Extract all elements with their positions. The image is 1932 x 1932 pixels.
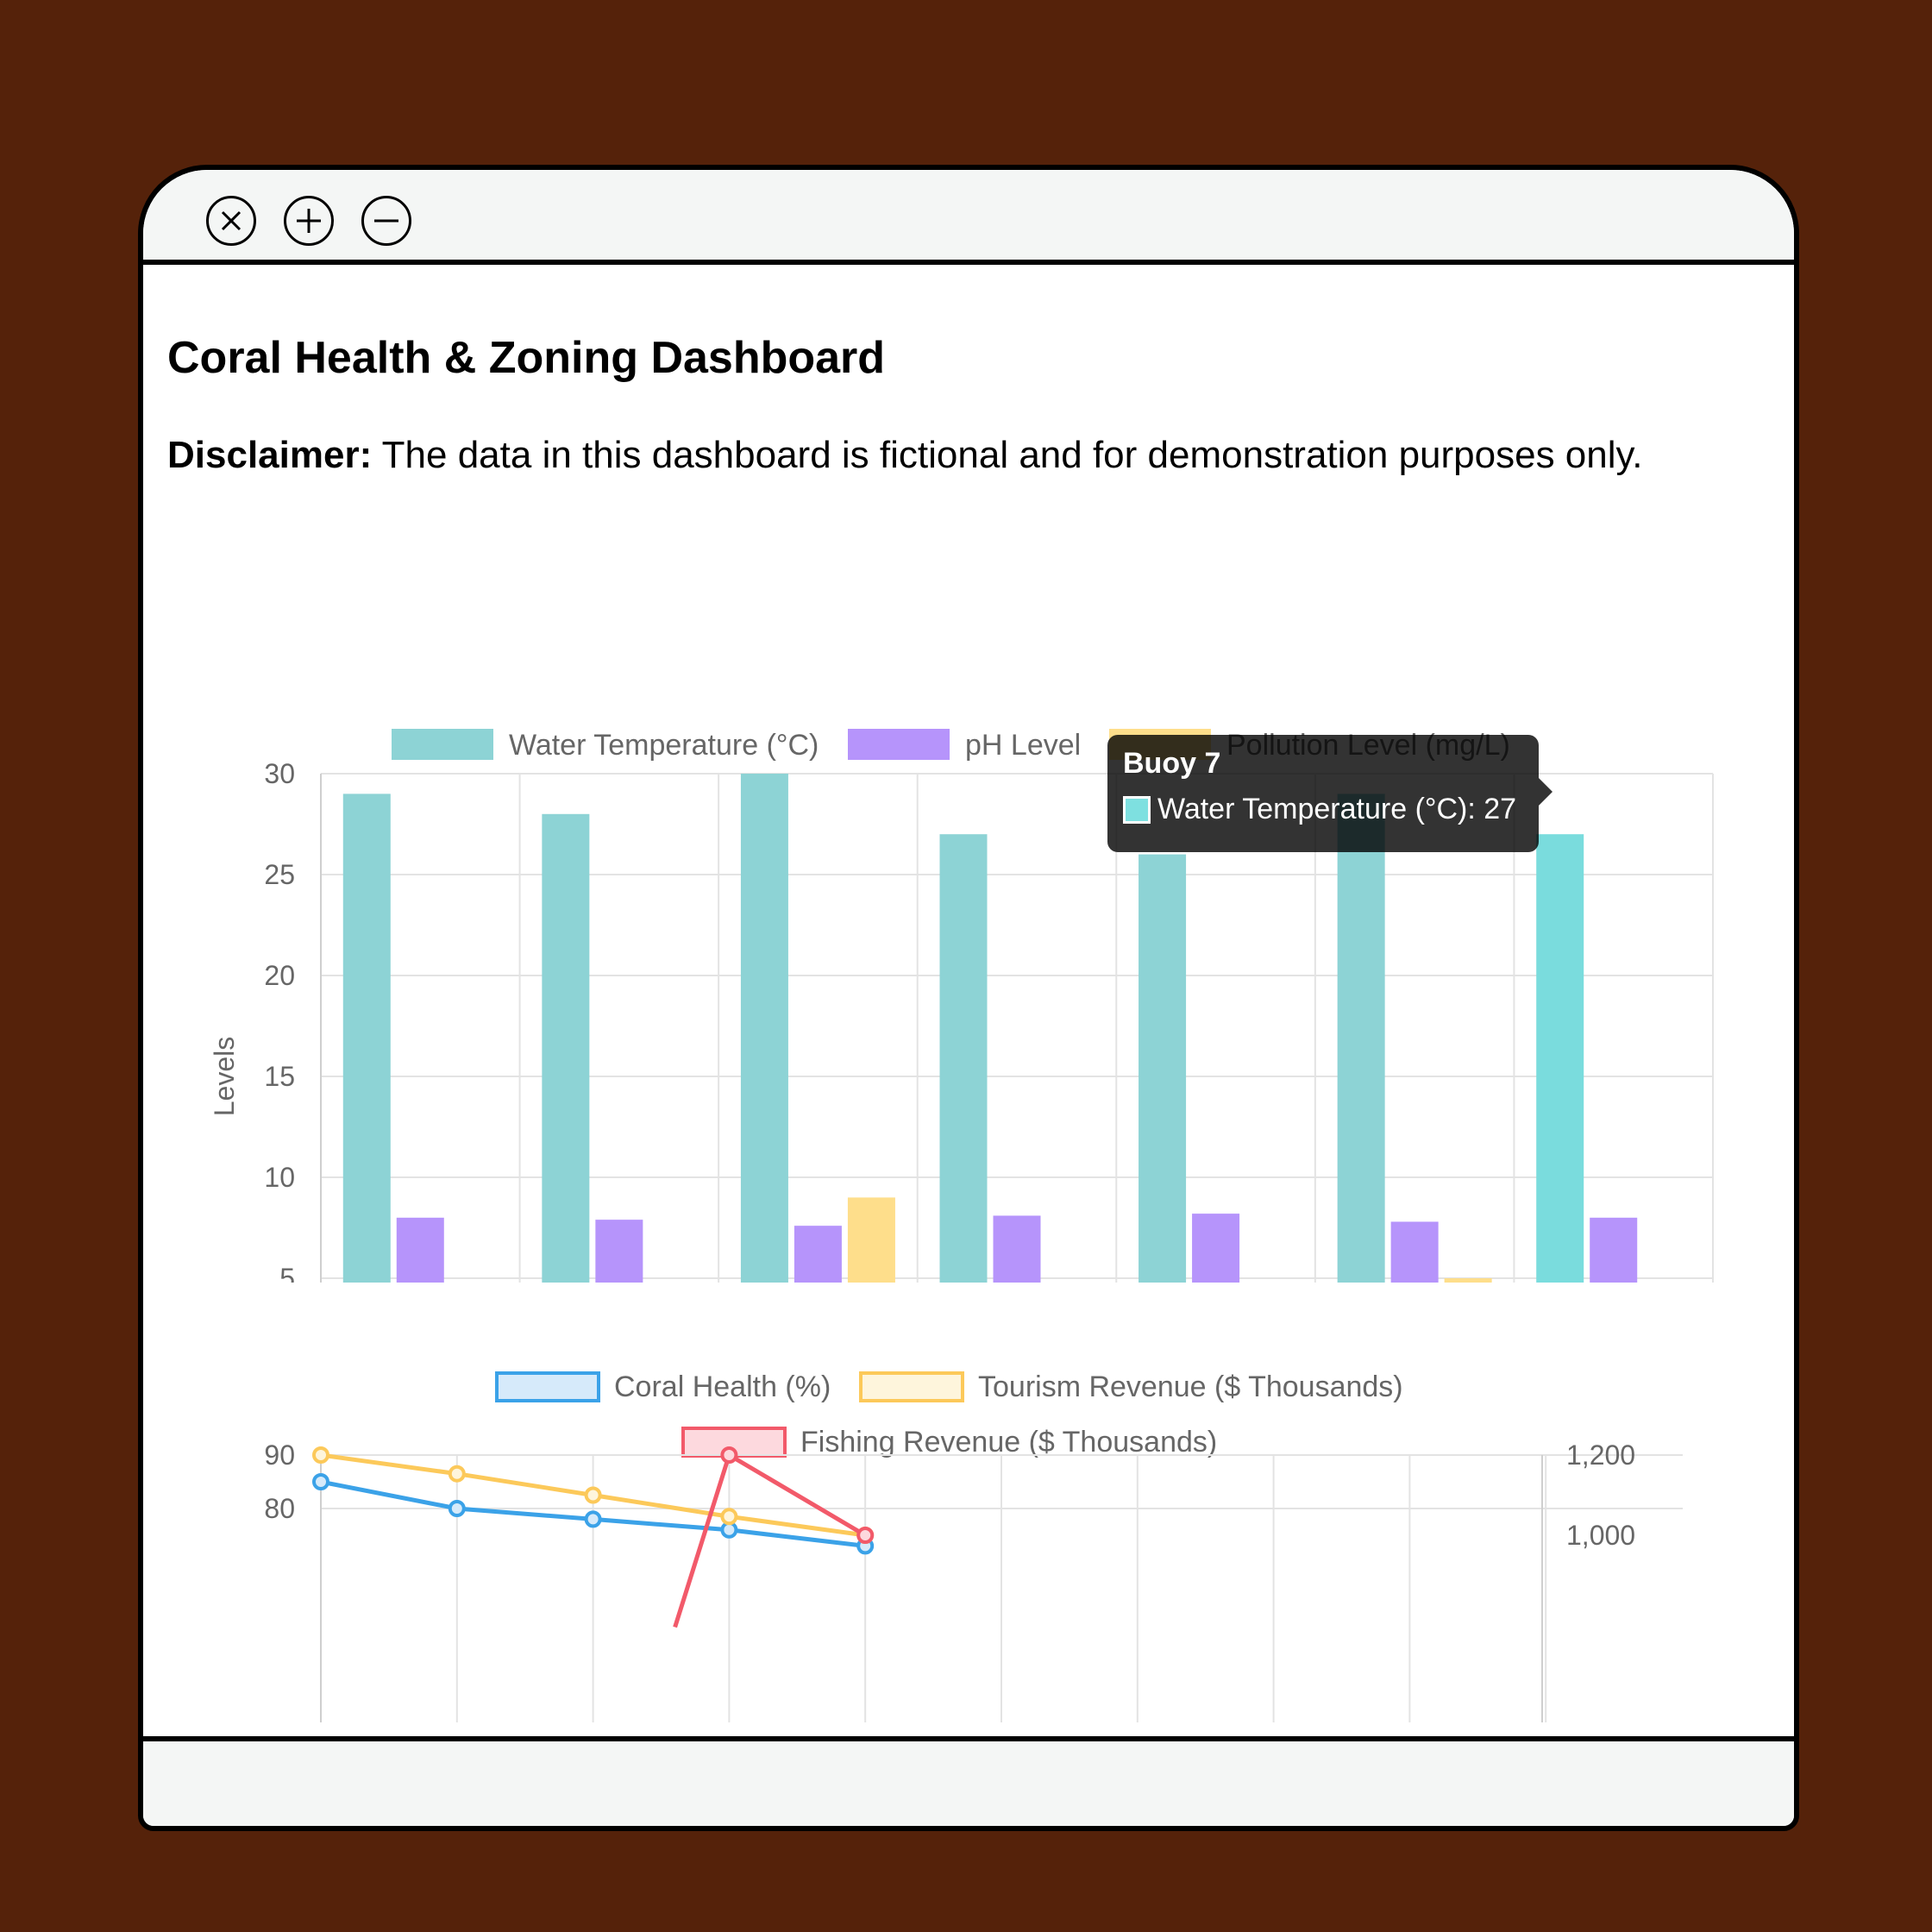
y-tick-label: 10 (264, 1162, 295, 1193)
bar (993, 1215, 1041, 1283)
disclaimer-label: Disclaimer: (167, 434, 373, 476)
disclaimer: Disclaimer: The data in this dashboard i… (167, 434, 1642, 477)
y-tick-label: 20 (264, 960, 295, 991)
data-point (312, 1446, 329, 1464)
y-tick-label: 80 (264, 1493, 295, 1524)
bar (1536, 834, 1584, 1283)
legend-label: Coral Health (%) (614, 1371, 831, 1403)
data-point (720, 1508, 738, 1526)
tooltip-title: Buoy 7 (1123, 747, 1221, 780)
legend-swatch (859, 1371, 964, 1402)
legend-swatch (848, 729, 950, 760)
bar (1337, 794, 1385, 1283)
tooltip-row: Water Temperature (°C): 27 (1123, 793, 1523, 826)
coral-revenue-line-chart: Coral Health (%) Tourism Revenue ($ Thous… (264, 1371, 1683, 1722)
minimize-button[interactable] (361, 196, 411, 246)
y-tick-label: 25 (264, 859, 295, 890)
disclaimer-text: The data in this dashboard is fictional … (372, 434, 1643, 476)
legend-label: Tourism Revenue ($ Thousands) (978, 1371, 1403, 1403)
maximize-button[interactable] (284, 196, 334, 246)
legend-swatch (392, 729, 493, 760)
close-button[interactable] (206, 196, 256, 246)
data-point (856, 1527, 875, 1544)
plus-icon (297, 209, 321, 233)
bar (847, 1197, 895, 1283)
bar (740, 774, 788, 1283)
y-tick-label: 90 (264, 1440, 295, 1471)
close-icon (221, 210, 242, 231)
bar (939, 834, 988, 1283)
y-axis-label: Levels (209, 1037, 240, 1117)
bar (1390, 1221, 1439, 1283)
y-tick-label: 5 (279, 1263, 295, 1283)
legend-label: Water Temperature (°C) (509, 729, 819, 762)
tooltip-swatch (1123, 795, 1151, 824)
right-y-tick-label: 1,200 (1566, 1440, 1635, 1471)
minus-icon (374, 219, 398, 223)
legend-swatch (495, 1371, 600, 1402)
bar (1590, 1217, 1638, 1283)
legend-label: pH Level (965, 729, 1081, 762)
bar (396, 1217, 444, 1283)
page-title: Coral Health & Zoning Dashboard (167, 333, 886, 383)
right-y-tick-label: 1,000 (1566, 1520, 1635, 1551)
data-point (584, 1510, 602, 1528)
bar (794, 1226, 842, 1283)
bar (1138, 854, 1187, 1283)
tooltip-label: Water Temperature (°C): 27 (1157, 793, 1517, 825)
data-point (584, 1486, 602, 1504)
title-bar (143, 170, 1794, 265)
browser-window: Coral Health & Zoning Dashboard Disclaim… (138, 165, 1799, 1831)
chart-tooltip: Buoy 7 Water Temperature (°C): 27 (1107, 735, 1552, 852)
page-content: Coral Health & Zoning Dashboard Disclaim… (143, 265, 1794, 1736)
status-bar (143, 1736, 1794, 1826)
y-tick-label: 30 (264, 758, 295, 789)
bar (342, 794, 391, 1283)
bar (595, 1220, 643, 1283)
bar (1192, 1214, 1240, 1283)
data-point (720, 1446, 738, 1464)
water-quality-bar-chart: 051015202530Buoy 1Buoy 2Buoy 3Buoy 4Buoy… (209, 729, 1714, 1283)
data-point (448, 1465, 466, 1483)
bar (542, 813, 590, 1283)
data-point (448, 1500, 466, 1517)
y-tick-label: 15 (264, 1061, 295, 1092)
data-point (312, 1473, 329, 1490)
legend-label: Fishing Revenue ($ Thousands) (800, 1426, 1217, 1458)
bar (1444, 1278, 1492, 1283)
